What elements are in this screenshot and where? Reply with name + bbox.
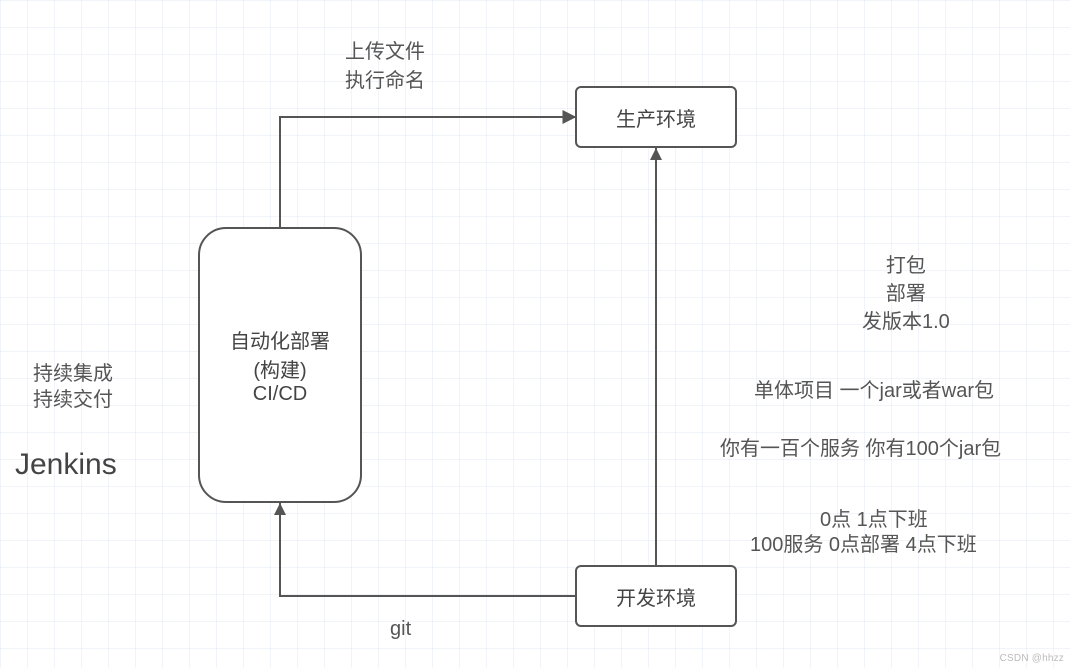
label-ci-left2: 持续交付	[33, 383, 113, 412]
label-git: git	[390, 618, 411, 641]
label-time2: 100服务 0点部署 4点下班	[750, 528, 977, 557]
watermark-text: CSDN @hhzz	[1000, 653, 1064, 664]
arrowhead-dev-to-cicd	[274, 503, 286, 515]
edge-dev-to-cicd	[280, 503, 575, 596]
diagram-canvas: 自动化部署 (构建) CI/CD 生产环境 开发环境 上传文件 执行命名 git…	[0, 0, 1070, 668]
label-hundred-text: 你有一百个服务 你有100个jar包	[720, 438, 1001, 460]
label-hundred: 你有一百个服务 你有100个jar包	[720, 432, 1001, 461]
label-time2-text: 100服务 0点部署 4点下班	[750, 534, 977, 556]
node-dev: 开发环境	[575, 565, 737, 627]
label-upload-line1: 上传文件	[345, 35, 425, 64]
watermark: CSDN @hhzz	[1000, 653, 1064, 664]
label-jenkins-text: Jenkins	[15, 448, 117, 481]
node-prod: 生产环境	[575, 86, 737, 148]
label-ci-left1: 持续集成	[33, 357, 113, 386]
node-cicd-line1: 自动化部署	[230, 325, 330, 354]
label-pack-line2: 部署	[862, 280, 950, 308]
label-ci-left1-text: 持续集成	[33, 363, 113, 385]
label-jenkins: Jenkins	[15, 448, 117, 482]
label-pack: 打包 部署 发版本1.0	[862, 252, 950, 336]
label-mono: 单体项目 一个jar或者war包	[754, 374, 994, 403]
node-cicd-line2: (构建)	[253, 354, 306, 383]
label-upload-line2: 执行命名	[345, 64, 425, 93]
label-pack-line3: 发版本1.0	[862, 308, 950, 336]
node-dev-line1: 开发环境	[616, 582, 696, 611]
label-pack-line1: 打包	[862, 252, 950, 280]
arrowhead-dev-to-prod	[650, 148, 662, 160]
edge-cicd-to-prod	[280, 117, 575, 227]
node-cicd-line3: CI/CD	[253, 383, 307, 406]
label-git-text: git	[390, 618, 411, 640]
node-prod-line1: 生产环境	[616, 103, 696, 132]
label-ci-left2-text: 持续交付	[33, 389, 113, 411]
node-cicd: 自动化部署 (构建) CI/CD	[198, 227, 362, 503]
label-mono-text: 单体项目 一个jar或者war包	[754, 380, 994, 402]
label-upload: 上传文件 执行命名	[345, 35, 425, 93]
